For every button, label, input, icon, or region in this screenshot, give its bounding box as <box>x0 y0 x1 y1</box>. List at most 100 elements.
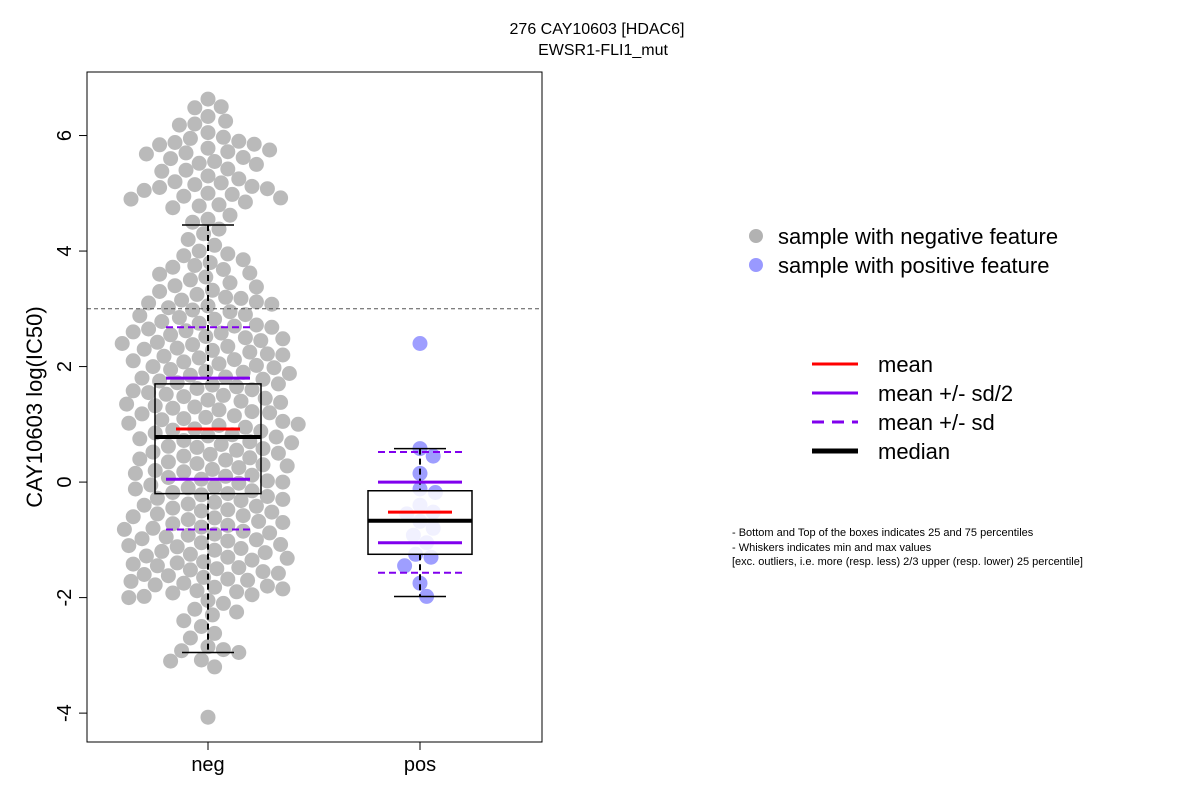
data-point-neg <box>275 581 291 597</box>
data-point-neg <box>235 523 251 539</box>
data-point-neg <box>202 255 218 271</box>
data-point-neg <box>191 350 207 366</box>
data-point-neg <box>169 555 185 571</box>
data-point-neg <box>207 510 223 526</box>
data-point-neg <box>266 360 282 376</box>
data-point-neg <box>231 645 247 660</box>
data-point-neg <box>178 323 194 339</box>
data-point-neg <box>167 135 183 150</box>
data-point-neg <box>233 393 249 409</box>
data-point-pos <box>397 558 413 574</box>
data-point-neg <box>163 151 179 167</box>
data-point-neg <box>215 642 231 658</box>
data-point-neg <box>165 485 181 500</box>
points-layer <box>114 91 443 725</box>
data-point-neg <box>174 292 190 308</box>
data-point-neg <box>235 150 251 165</box>
data-point-neg <box>275 515 291 530</box>
data-point-neg <box>143 477 159 493</box>
x-tick-label: neg <box>191 754 224 776</box>
data-point-neg <box>116 521 132 537</box>
data-point-neg <box>255 564 271 580</box>
data-point-neg <box>268 429 284 445</box>
data-point-neg <box>218 468 234 484</box>
data-point-neg <box>200 185 216 201</box>
data-point-neg <box>160 470 176 485</box>
data-point-neg <box>136 497 152 513</box>
data-point-neg <box>163 653 179 669</box>
legend-line-label: mean +/- sd/2 <box>878 381 1013 406</box>
data-point-neg <box>200 211 216 227</box>
data-point-neg <box>160 568 176 584</box>
data-point-neg <box>160 454 176 470</box>
data-point-neg <box>182 630 198 646</box>
data-point-neg <box>222 207 238 223</box>
data-point-neg <box>262 405 278 421</box>
data-point-neg <box>259 489 275 504</box>
data-point-neg <box>220 533 236 549</box>
data-point-neg <box>259 181 275 197</box>
legend-point-label: sample with positive feature <box>778 253 1049 278</box>
data-point-neg <box>218 289 234 305</box>
data-point-neg <box>275 331 291 347</box>
data-point-neg <box>226 408 242 424</box>
data-point-neg <box>176 613 192 629</box>
data-point-neg <box>156 348 172 364</box>
legend-line-label: mean <box>878 352 933 377</box>
data-point-neg <box>193 519 209 535</box>
data-point-neg <box>255 457 271 473</box>
data-point-neg <box>189 286 205 302</box>
data-point-neg <box>165 585 181 601</box>
data-point-neg <box>200 593 216 608</box>
data-point-neg <box>145 520 161 536</box>
data-point-neg <box>154 163 170 179</box>
data-point-neg <box>180 527 196 543</box>
data-point-neg <box>193 535 209 551</box>
data-point-neg <box>187 601 203 617</box>
legend-point-marker <box>749 258 763 272</box>
data-point-neg <box>257 390 273 406</box>
data-point-neg <box>147 577 163 593</box>
data-point-neg <box>244 587 260 603</box>
data-point-neg <box>174 643 190 659</box>
legend-points: sample with negative feature sample with … <box>749 224 1058 278</box>
chart-title-line-1: 276 CAY10603 [HDAC6] <box>510 21 685 38</box>
data-point-neg <box>264 504 280 520</box>
data-point-neg <box>262 142 278 158</box>
data-point-neg <box>211 356 227 372</box>
data-point-neg <box>200 109 216 124</box>
data-point-neg <box>180 496 196 512</box>
y-axis-label: CAY10603 log(IC50) <box>22 306 47 507</box>
data-point-neg <box>169 340 185 356</box>
data-point-neg <box>242 450 258 466</box>
data-point-neg <box>257 545 273 561</box>
data-point-neg <box>200 125 216 141</box>
data-point-neg <box>125 353 141 369</box>
data-point-neg <box>251 513 267 529</box>
data-point-neg <box>169 539 185 555</box>
legend-lines: mean mean +/- sd/2 mean +/- sd median <box>812 352 1013 464</box>
data-point-neg <box>244 483 260 499</box>
data-point-neg <box>275 491 291 507</box>
data-point-neg <box>165 500 181 516</box>
data-point-neg <box>284 435 300 451</box>
data-point-neg <box>218 452 234 468</box>
data-point-neg <box>123 191 139 207</box>
data-point-neg <box>134 531 150 547</box>
data-point-neg <box>209 561 225 577</box>
data-point-neg <box>220 161 236 177</box>
data-point-neg <box>231 171 247 187</box>
y-tick-label: 2 <box>54 361 76 372</box>
data-point-neg <box>279 550 295 566</box>
data-point-neg <box>141 295 157 311</box>
data-point-neg <box>235 364 251 380</box>
box-pos <box>367 447 473 598</box>
data-point-neg <box>213 99 229 115</box>
data-point-neg <box>220 571 236 587</box>
data-point-neg <box>185 214 201 230</box>
data-point-neg <box>207 237 223 253</box>
data-point-neg <box>215 129 231 145</box>
data-point-neg <box>152 373 168 389</box>
data-point-neg <box>149 558 165 574</box>
data-point-neg <box>171 117 187 133</box>
